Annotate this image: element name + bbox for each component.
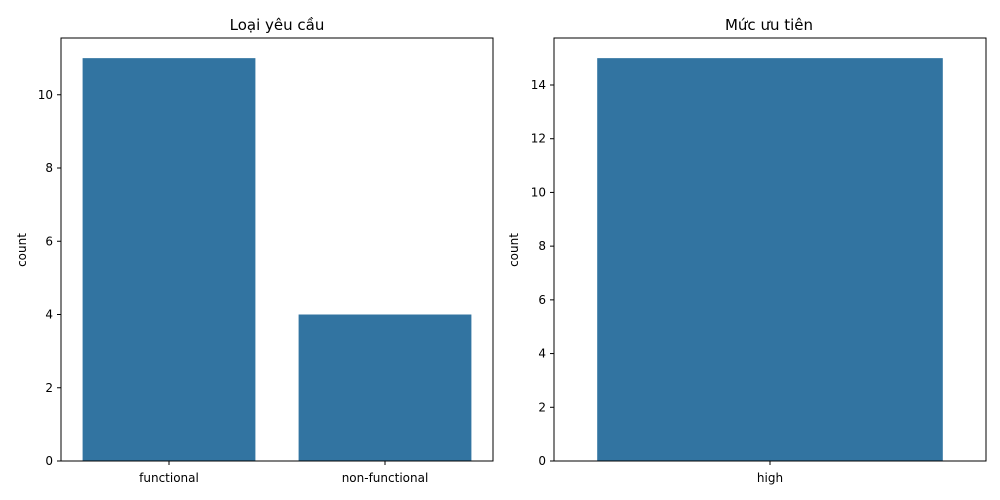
chart-panel-request-type: Loại yêu cầu count functional non-functio… [15, 16, 494, 485]
y-tick-label: 4 [45, 308, 53, 322]
y-tick-label: 6 [45, 234, 53, 248]
bar-functional [82, 58, 256, 462]
plot-frame [553, 37, 987, 462]
chart-panel-priority: Mức ưu tiên count high 0 2 4 6 8 10 12 14 [507, 16, 987, 485]
y-tick-label: 10 [38, 88, 53, 102]
bar-non-functional [298, 314, 472, 461]
tick-group: functional non-functional 0 2 4 6 8 10 [38, 88, 429, 485]
y-axis-label: count [507, 233, 521, 267]
bar-group [597, 58, 943, 462]
y-tick-label: 12 [531, 132, 546, 146]
y-tick-label: 10 [531, 185, 546, 199]
y-tick-label: 14 [531, 78, 546, 92]
x-tick-label: high [757, 471, 783, 485]
x-tick-label: functional [139, 471, 199, 485]
y-tick-label: 8 [45, 161, 53, 175]
y-tick-label: 2 [45, 381, 53, 395]
bar-group [82, 58, 472, 462]
y-tick-label: 0 [538, 454, 546, 468]
y-axis-label: count [15, 233, 29, 267]
y-tick-label: 8 [538, 239, 546, 253]
chart-title: Mức ưu tiên [725, 16, 813, 34]
bar-high [597, 58, 943, 462]
tick-group: high 0 2 4 6 8 10 12 14 [531, 78, 783, 485]
y-tick-label: 4 [538, 347, 546, 361]
y-tick-label: 2 [538, 400, 546, 414]
x-tick-label: non-functional [342, 471, 429, 485]
chart-title: Loại yêu cầu [230, 16, 325, 34]
y-tick-label: 0 [45, 454, 53, 468]
plot-frame [60, 37, 494, 462]
y-tick-label: 6 [538, 293, 546, 307]
